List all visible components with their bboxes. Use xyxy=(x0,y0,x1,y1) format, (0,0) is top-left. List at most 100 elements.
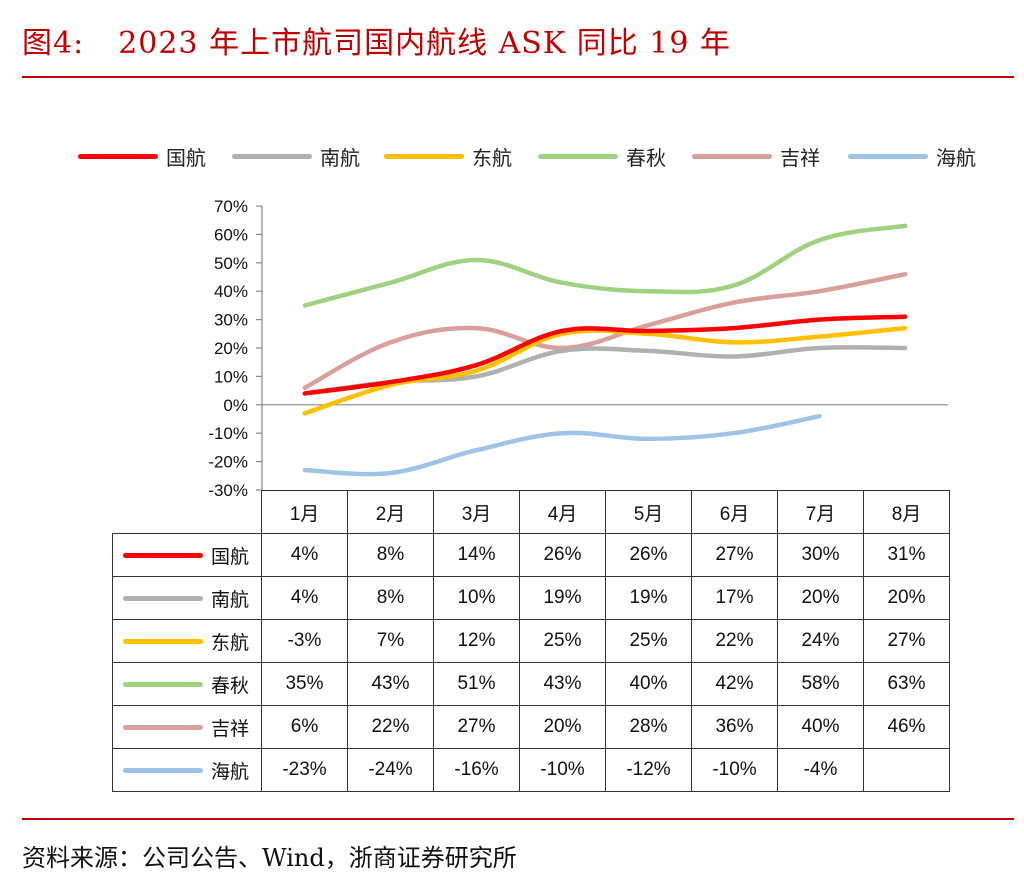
series-line-4 xyxy=(302,223,908,308)
data-label: 26% xyxy=(605,533,692,577)
data-label: 6% xyxy=(261,705,348,749)
data-label: -23% xyxy=(261,748,348,792)
data-label: 28% xyxy=(605,705,692,749)
y-tick-label: 10% xyxy=(214,367,248,386)
data-label: 40% xyxy=(605,662,692,706)
data-label: 43% xyxy=(347,662,434,706)
data-label: 43% xyxy=(519,662,606,706)
x-tick-label: 2月 xyxy=(347,490,434,534)
data-label: -4% xyxy=(777,748,864,792)
y-tick-label: 0% xyxy=(223,396,248,415)
legend-label: 国航 xyxy=(166,145,206,170)
legend-swatch xyxy=(232,153,312,159)
data-label: 30% xyxy=(777,533,864,577)
x-tick-label: 6月 xyxy=(691,490,778,534)
row-series-name: 春秋 xyxy=(211,675,250,697)
data-label: 4% xyxy=(261,533,348,577)
table-row: 东航 -3% 7% 12% 25% 25% 22% 24% 27% xyxy=(112,619,950,663)
series-line-5 xyxy=(302,271,908,391)
row-swatch xyxy=(123,724,203,730)
data-label: 24% xyxy=(777,619,864,663)
row-series-name: 东航 xyxy=(211,632,250,654)
row-swatch xyxy=(123,552,203,558)
data-label: 27% xyxy=(863,619,950,663)
bottom-rule xyxy=(22,818,1014,820)
data-label: -12% xyxy=(605,748,692,792)
table-row: 吉祥 6% 22% 27% 20% 28% 36% 40% 46% xyxy=(112,705,950,749)
data-label: -16% xyxy=(433,748,520,792)
x-tick-label: 1月 xyxy=(261,490,348,534)
data-label: -3% xyxy=(261,619,348,663)
series-line-1 xyxy=(302,314,908,396)
data-label: 20% xyxy=(863,576,950,620)
legend-swatch xyxy=(692,153,772,159)
x-tick-label: 7月 xyxy=(777,490,864,534)
data-label: 42% xyxy=(691,662,778,706)
x-tick-label: 8月 xyxy=(863,490,950,534)
data-label: 35% xyxy=(261,662,348,706)
data-label: 25% xyxy=(605,619,692,663)
legend-label: 吉祥 xyxy=(780,145,820,170)
table-row: 国航 4% 8% 14% 26% 26% 27% 30% 31% xyxy=(112,533,950,577)
data-label: 10% xyxy=(433,576,520,620)
legend-swatch xyxy=(78,153,158,159)
row-series-name: 海航 xyxy=(211,761,250,783)
data-label: 40% xyxy=(777,705,864,749)
data-label: 8% xyxy=(347,533,434,577)
legend-swatch xyxy=(538,153,618,159)
row-header: 东航 xyxy=(112,619,262,663)
data-label: 20% xyxy=(777,576,864,620)
source-note: 资料来源：公司公告、Wind，浙商证券研究所 xyxy=(22,844,517,872)
legend-label: 海航 xyxy=(936,145,976,170)
legend-swatch xyxy=(848,153,928,159)
line-chart: 70% 60% 50% 40% 30% 20% 10% 0% -10% -20% -30% xyxy=(208,197,948,500)
data-label: 17% xyxy=(691,576,778,620)
chart-legend: 国航 南航 东航 春秋 吉祥 海航 xyxy=(0,142,1024,170)
x-tick-label: 3月 xyxy=(433,490,520,534)
y-tick-label: 40% xyxy=(214,282,248,301)
y-tick-label: 60% xyxy=(214,225,248,244)
series-line-6 xyxy=(302,413,822,477)
figure-number: 图4: xyxy=(22,26,85,61)
row-header: 吉祥 xyxy=(112,705,262,749)
row-series-name: 国航 xyxy=(211,546,250,568)
row-swatch xyxy=(123,595,203,601)
row-header: 南航 xyxy=(112,576,262,620)
y-tick-label: -20% xyxy=(208,453,248,472)
legend-item: 东航 xyxy=(384,142,512,170)
figure-title-text: 2023 年上市航司国内航线 ASK 同比 19 年 xyxy=(118,26,732,61)
data-label: 27% xyxy=(433,705,520,749)
data-label: -24% xyxy=(347,748,434,792)
legend-item: 南航 xyxy=(232,142,360,170)
row-swatch xyxy=(123,681,203,687)
series-line-2 xyxy=(302,345,908,396)
table-corner xyxy=(113,491,262,534)
top-rule xyxy=(22,76,1014,78)
data-label: 46% xyxy=(863,705,950,749)
data-label: 36% xyxy=(691,705,778,749)
data-label: 51% xyxy=(433,662,520,706)
data-label: 19% xyxy=(519,576,606,620)
data-table: 1月 2月 3月 4月 5月 6月 7月 8月 国航 4% 8% 14% 26% 26% 27% 30% 31%… xyxy=(112,490,950,792)
legend-label: 春秋 xyxy=(626,145,666,170)
y-tick-label: 70% xyxy=(214,197,248,216)
legend-label: 东航 xyxy=(472,145,512,170)
y-tick-label: 50% xyxy=(214,254,248,273)
legend-label: 南航 xyxy=(320,145,360,170)
legend-item: 国航 xyxy=(78,142,206,170)
data-label: 20% xyxy=(519,705,606,749)
y-tick-label: -30% xyxy=(208,481,248,500)
data-label: 12% xyxy=(433,619,520,663)
data-label: 27% xyxy=(691,533,778,577)
legend-item: 海航 xyxy=(848,142,976,170)
row-header: 国航 xyxy=(112,533,262,577)
y-tick-label: 20% xyxy=(214,339,248,358)
figure-title: 图4: 2023 年上市航司国内航线 ASK 同比 19 年 xyxy=(22,18,731,62)
legend-item: 吉祥 xyxy=(692,142,820,170)
row-header: 春秋 xyxy=(112,662,262,706)
data-label: 7% xyxy=(347,619,434,663)
data-label xyxy=(863,748,950,792)
data-label: 14% xyxy=(433,533,520,577)
data-label: 22% xyxy=(691,619,778,663)
data-label: 19% xyxy=(605,576,692,620)
